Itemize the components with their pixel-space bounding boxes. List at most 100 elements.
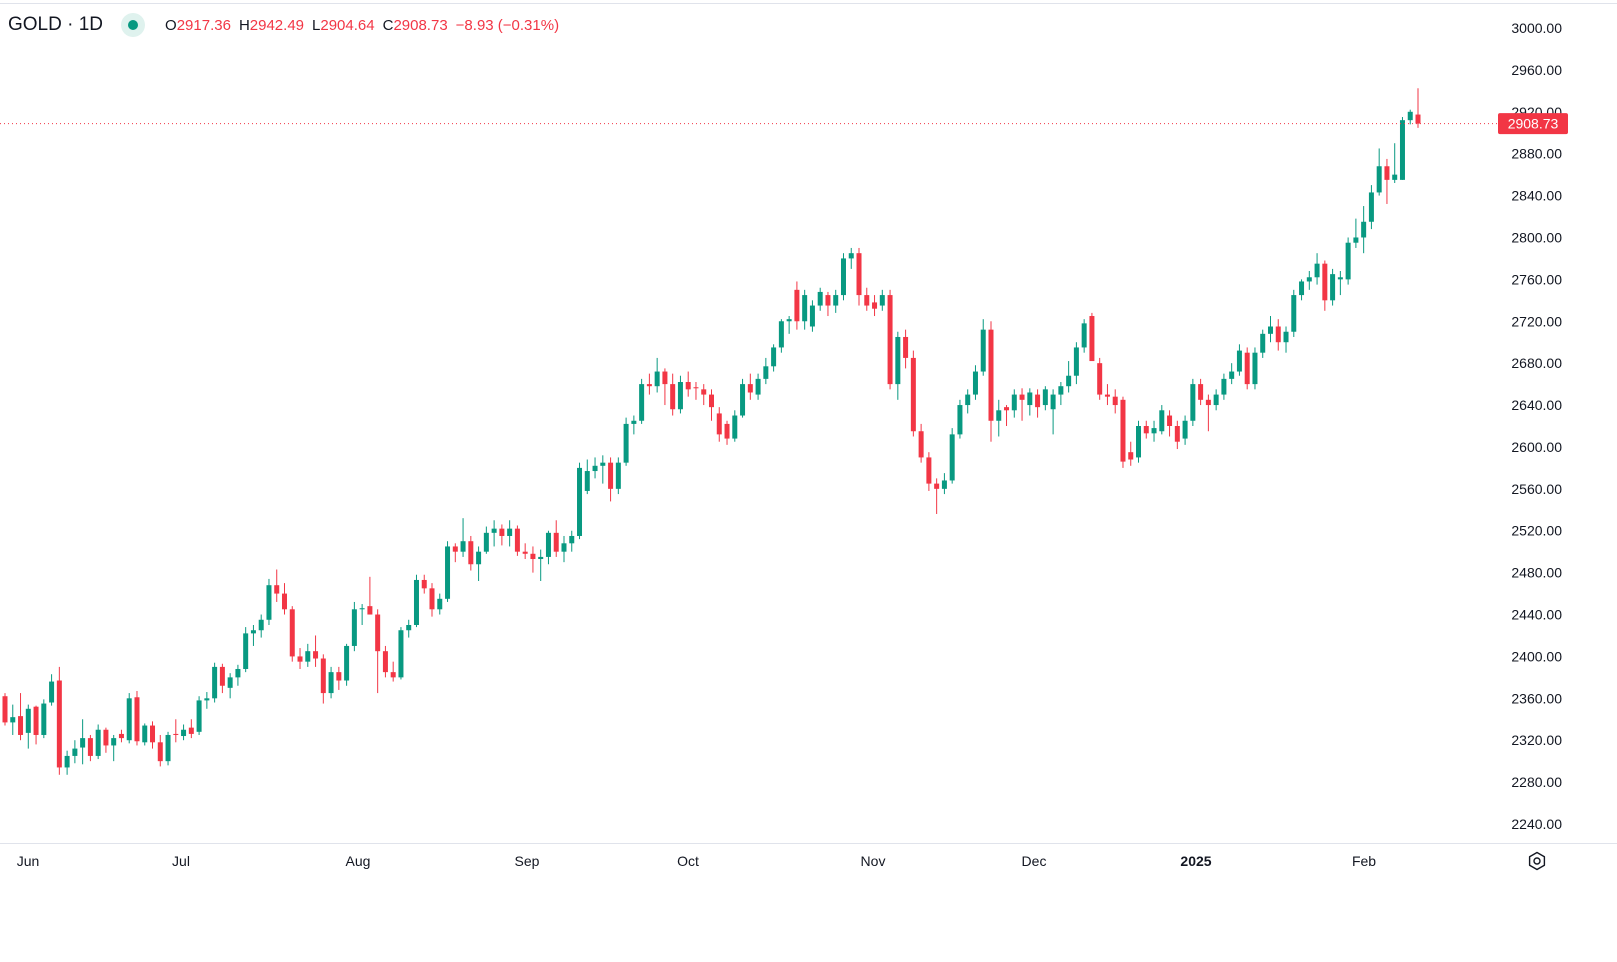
candle-body [18,716,24,735]
candle [1229,363,1235,385]
candle [258,614,264,638]
candle [476,546,482,582]
candle [375,609,381,694]
price-tick-label: 2800.00 [1511,229,1562,245]
candle-body [988,329,994,421]
candle [1174,420,1180,450]
candle-body [72,748,78,756]
candle-body [545,532,551,557]
candle-body [227,677,233,688]
candle-body [1345,242,1351,280]
candle [289,606,295,662]
candle [1042,386,1048,411]
candle [95,724,101,760]
candle [1221,373,1227,400]
candle-body [483,532,489,552]
candle-body [1151,428,1157,434]
candle-body [173,733,179,735]
candle [483,526,489,554]
candle-body [1392,174,1398,180]
candle-body [1159,410,1165,432]
candle-body [879,295,885,306]
candle [142,723,148,746]
low-value: 2904.64 [320,16,375,34]
candle-body [1275,326,1281,343]
time-tick-label: 2025 [1180,853,1211,869]
candle-body [375,614,381,652]
candle-body [1042,389,1048,406]
gear-icon[interactable] [1526,850,1548,872]
candle-body [1190,384,1196,421]
candle [64,750,70,775]
candle [1252,347,1258,390]
candle-body [1004,407,1010,411]
candle [1205,394,1211,432]
candle-body [1229,371,1235,379]
candle-body [569,535,575,544]
candle-body [755,378,761,395]
candle-body [685,382,691,390]
open-value: 2917.36 [176,16,231,34]
candle [1368,185,1374,230]
market-status-icon[interactable] [121,13,146,37]
candle-body [1260,333,1266,353]
candle-body [724,423,730,439]
time-tick-label: Sep [515,853,540,869]
candle-body [367,606,373,615]
symbol-title[interactable]: GOLD · 1D [8,14,104,35]
candle [103,727,109,753]
candle-body [103,729,109,746]
candle-body [1136,426,1142,458]
candle-body [1011,394,1017,411]
candle [1345,237,1351,285]
candle [569,530,575,552]
candle [1004,405,1010,426]
candle [1236,344,1242,376]
candle-body [1236,350,1242,372]
time-axis[interactable]: Jun Jul Aug Sep Oct Nov Dec 2025 Feb [17,853,1377,869]
candle-body [623,423,629,463]
candle-body [1314,263,1320,278]
candle-body [196,700,202,732]
candle [250,625,256,646]
high-value: 2942.49 [249,16,305,34]
candle [941,473,947,495]
candle-body [452,546,458,552]
candle [538,549,544,582]
candle [1392,143,1398,184]
candle [181,724,187,741]
candle [856,247,862,306]
candle-body [313,651,319,659]
candle [1136,420,1142,463]
candle-body [351,609,357,646]
candle-body [181,729,187,737]
price-tick-label: 2600.00 [1511,439,1562,455]
price-axis[interactable]: 3000.002960.002920.002880.002840.002800.… [1511,20,1562,832]
candle-body [1066,375,1072,387]
candle [1167,410,1173,437]
candle-body [903,336,909,358]
candle [608,457,614,502]
candle [530,546,536,573]
candle [2,693,8,726]
svg-text:2908.73: 2908.73 [1508,116,1559,132]
candle-body [1073,347,1079,376]
candle-body [577,467,583,536]
candle-body [934,483,940,489]
candle [809,300,815,332]
candle [522,543,528,560]
candle-body [344,645,350,681]
candle-body [142,725,148,743]
candle [118,729,124,743]
candle-body [413,579,419,625]
candle-body [87,738,93,756]
candle [1190,378,1196,426]
candle [662,368,668,406]
candle-body [615,462,621,489]
candle-body [584,471,590,491]
chart-legend: GOLD · 1D O 2917.36 H 2942.49 L 2904.64 C 29… [8,13,559,37]
candle [1019,388,1025,421]
candle [1213,389,1219,411]
candle-body [1205,399,1211,406]
